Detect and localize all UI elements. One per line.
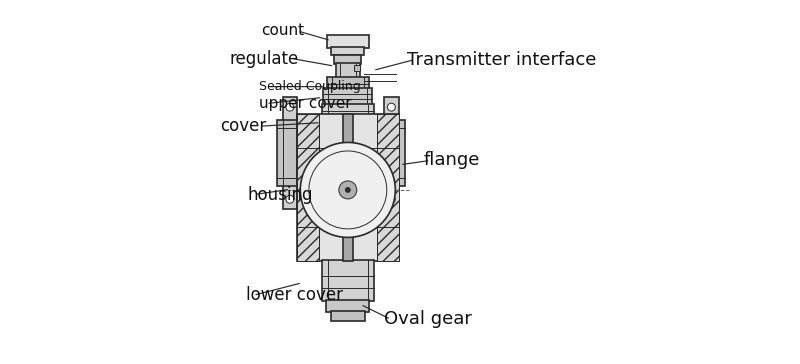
Circle shape <box>286 103 294 111</box>
Bar <box>334 55 362 64</box>
Text: Oval gear: Oval gear <box>384 310 472 328</box>
Bar <box>327 77 369 89</box>
Text: cover: cover <box>221 117 267 135</box>
Circle shape <box>300 142 395 237</box>
Bar <box>297 114 399 261</box>
Circle shape <box>387 195 395 203</box>
Bar <box>377 114 399 261</box>
Bar <box>322 104 374 122</box>
Bar <box>283 98 297 209</box>
Text: count: count <box>262 23 305 38</box>
Text: lower cover: lower cover <box>246 286 343 304</box>
Text: Transmitter interface: Transmitter interface <box>407 51 597 69</box>
Circle shape <box>346 187 350 193</box>
Text: upper cover: upper cover <box>259 96 351 111</box>
Circle shape <box>387 103 395 111</box>
Circle shape <box>286 195 294 203</box>
Bar <box>335 63 360 78</box>
Circle shape <box>339 181 357 199</box>
Text: regulate: regulate <box>230 50 299 68</box>
Bar <box>331 47 364 55</box>
Bar <box>354 66 360 71</box>
Text: housing: housing <box>247 186 313 203</box>
Bar <box>342 114 353 261</box>
Bar <box>323 88 372 104</box>
Bar <box>322 261 374 301</box>
Text: flange: flange <box>423 151 480 169</box>
Bar <box>330 311 365 321</box>
Bar <box>384 120 406 186</box>
Text: Sealed Coupling: Sealed Coupling <box>259 80 361 93</box>
Bar <box>277 120 297 186</box>
Bar <box>327 35 369 48</box>
Bar <box>297 114 319 261</box>
Bar <box>326 300 370 312</box>
Bar <box>384 98 399 209</box>
